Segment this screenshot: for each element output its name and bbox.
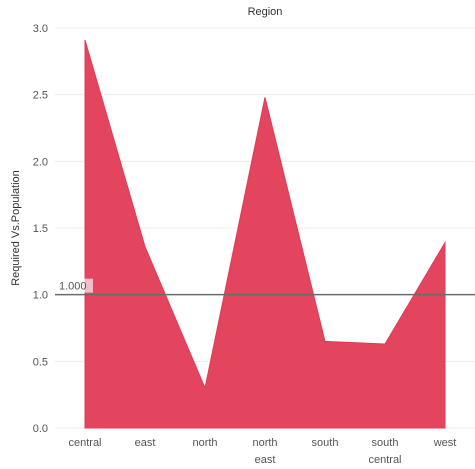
y-tick-label: 0.0 bbox=[33, 423, 48, 435]
y-tick-label: 2.0 bbox=[33, 156, 48, 168]
x-tick-label: west bbox=[433, 437, 457, 449]
reference-line-group: 1.000 bbox=[55, 278, 475, 296]
reference-label-bg bbox=[56, 278, 93, 293]
x-tick-label: east bbox=[135, 437, 156, 449]
y-tick-label: 3.0 bbox=[33, 23, 48, 35]
reference-line-label: 1.000 bbox=[59, 281, 87, 293]
x-axis-ticks: central east north north east south south centr… bbox=[68, 437, 456, 466]
y-tick-label: 0.5 bbox=[33, 356, 48, 368]
area-series bbox=[84, 39, 446, 429]
y-tick-label: 2.5 bbox=[33, 90, 48, 102]
y-tick-label: 1.0 bbox=[33, 290, 48, 302]
x-tick-label: north bbox=[192, 437, 217, 449]
area-fill bbox=[84, 39, 446, 429]
y-axis-ticks: 0.0 0.5 1.0 1.5 2.0 2.5 3.0 bbox=[33, 23, 48, 435]
y-axis-label: Required Vs.Population bbox=[10, 170, 22, 286]
x-tick-label: north east bbox=[252, 437, 277, 466]
x-tick-label: south central bbox=[368, 437, 401, 466]
y-tick-label: 1.5 bbox=[33, 223, 48, 235]
x-tick-label: south bbox=[312, 437, 339, 449]
x-tick-label: central bbox=[68, 437, 101, 449]
chart-title: Region bbox=[248, 6, 283, 18]
